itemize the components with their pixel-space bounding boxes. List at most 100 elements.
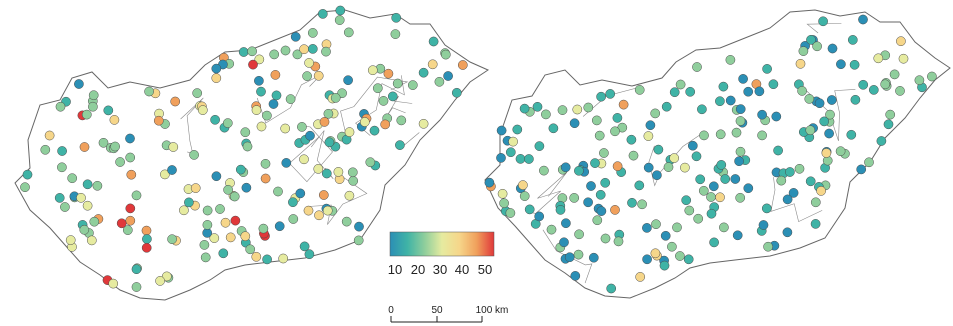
station-point [785,167,795,177]
station-point [407,80,418,90]
station-point [693,213,704,224]
station-point [496,125,507,136]
station-point [735,116,746,126]
station-point [626,134,637,145]
station-point [883,119,894,130]
station-point [248,59,258,70]
station-point [202,205,213,216]
station-point [612,113,623,123]
station-point [44,130,55,141]
station-point [669,153,680,163]
station-point [824,128,834,139]
station-point [814,98,825,109]
station-point [669,87,680,98]
station-point [79,142,90,152]
station-point [428,36,439,47]
station-point [574,229,584,240]
station-point [889,69,900,80]
station-point [610,205,620,215]
station-point [390,29,401,39]
station-point [699,130,709,141]
station-point [67,173,78,184]
station-point [698,185,709,196]
station-point [192,88,203,98]
station-point [650,248,661,259]
station-point [735,192,746,203]
station-point [20,182,30,193]
station-point [22,169,33,180]
station-point [65,235,76,245]
station-point [730,174,741,184]
station-point [519,191,530,201]
station-point [335,5,346,16]
station-point [262,110,272,121]
station-point [600,177,611,188]
station-point [715,192,725,203]
county-border [804,89,856,141]
station-point [288,197,298,208]
station-point [583,102,594,113]
station-point [391,12,402,23]
station-point [88,90,99,101]
station-points-right [484,14,937,294]
station-point [725,55,736,65]
station-point [144,86,154,97]
station-point [170,96,181,107]
station-point [184,197,194,208]
station-point [314,210,324,221]
station-point [322,205,333,216]
station-point [299,154,309,165]
station-point [738,74,748,84]
station-point [518,180,528,190]
station-point [418,67,429,78]
station-point [392,78,403,89]
station-point [561,218,571,229]
station-point [353,235,364,246]
station-point [497,188,508,199]
station-point [347,167,358,178]
station-point [858,14,868,25]
station-point [299,44,309,55]
station-point [313,164,324,174]
station-point [610,126,620,137]
station-point [307,28,318,38]
scale-bar: 0 50 100 km [388,305,508,323]
station-point [653,144,664,155]
station-point [343,27,354,38]
station-point [260,173,271,184]
station-point [663,162,674,172]
station-point [210,114,220,125]
station-point [190,183,201,193]
station-point [708,181,719,192]
station-point [254,54,265,65]
station-point [499,198,509,209]
map-left [14,5,490,301]
station-point [167,165,177,175]
station-point [895,86,905,96]
station-point [220,217,231,228]
station-point [378,96,389,106]
station-point [321,46,331,57]
station-point [341,216,352,227]
station-point [161,271,172,282]
station-point [74,79,84,89]
station-point [573,249,584,260]
county-border [340,76,409,136]
station-point [82,179,93,190]
station-point [846,129,857,140]
station-point [273,186,283,197]
station-point [850,94,861,105]
station-point [697,104,707,115]
station-point [524,154,534,164]
station-point [858,79,869,90]
station-point [754,86,765,97]
station-point [605,89,616,99]
station-point [115,157,125,167]
station-point [797,86,807,96]
station-point [819,116,830,127]
station-point [683,254,694,265]
station-point [771,111,782,122]
station-point [559,237,569,248]
station-point [302,71,312,81]
